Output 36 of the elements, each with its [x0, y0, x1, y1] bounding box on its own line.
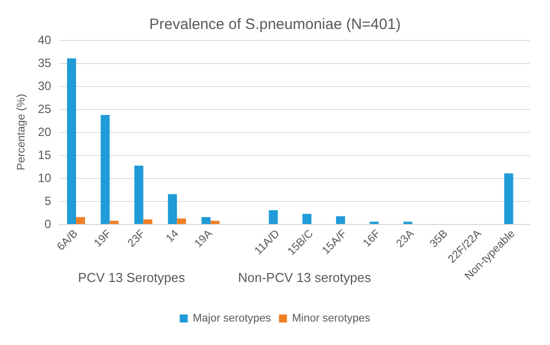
y-tick-label: 10 — [38, 171, 52, 185]
bar — [67, 58, 76, 224]
bar — [134, 166, 144, 224]
bar — [268, 210, 278, 224]
y-tick-label: 25 — [38, 102, 52, 116]
bar — [202, 217, 211, 224]
text: PCV 13 Serotypes — [78, 270, 186, 285]
bar — [168, 194, 177, 224]
bar — [210, 220, 220, 224]
y-tick-label: 0 — [44, 217, 52, 231]
bar — [143, 219, 152, 224]
x-tick-label: 23F — [126, 228, 148, 250]
x-tick-label: 19F — [92, 228, 114, 250]
y-tick-label: 20 — [38, 125, 52, 139]
x-tick-label: 23A — [394, 227, 418, 250]
y-tick-label: 5 — [44, 194, 52, 208]
y-axis-title: Percentage (%) — [16, 94, 28, 170]
bar — [110, 220, 119, 224]
x-tick-label: 14 — [164, 228, 182, 245]
x-tick-label: 35B — [428, 228, 450, 250]
legend-label: Major serotypes — [192, 312, 272, 324]
x-tick-label: 19A — [192, 227, 216, 250]
chart-title: Prevalence of S.pneumoniae (N=401) — [149, 16, 401, 33]
y-tick-label: 40 — [38, 33, 52, 47]
text: Non-PCV 13 serotypes — [238, 270, 372, 285]
bar — [504, 173, 514, 224]
bar — [76, 217, 86, 224]
x-tick-label: 16F — [361, 228, 384, 250]
y-tick-label: 35 — [38, 56, 52, 70]
bar — [100, 114, 110, 224]
bar — [336, 216, 346, 224]
bar — [176, 218, 186, 224]
y-tick-label: 30 — [38, 79, 52, 93]
bar — [302, 214, 312, 224]
legend-label: Minor serotypes — [292, 312, 371, 324]
y-tick-label: 15 — [38, 148, 52, 162]
